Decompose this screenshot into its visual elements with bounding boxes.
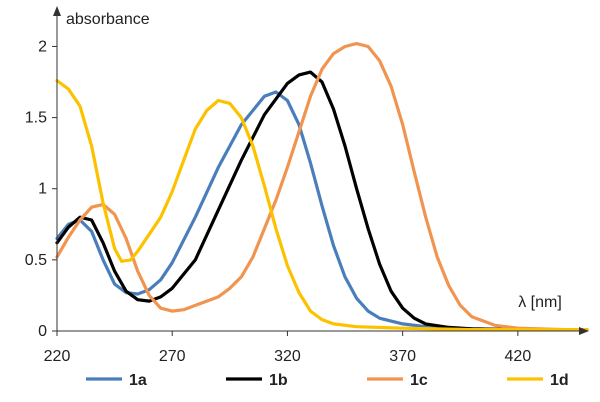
- x-tick-label: 220: [44, 348, 71, 365]
- x-axis-arrow: [579, 327, 589, 335]
- series-line-1d: [55, 79, 589, 332]
- x-tick-label: 320: [274, 348, 301, 365]
- y-tick-label: 0: [38, 323, 47, 340]
- series-line-1c: [55, 42, 589, 332]
- y-tick-label: 2: [38, 38, 47, 55]
- legend-label-1b: 1b: [269, 372, 288, 389]
- legend-label-1a: 1a: [129, 372, 147, 389]
- y-axis-arrow: [53, 6, 61, 16]
- plot-area: 0 0.5 1 1.5 2 220 270 320 370 420: [25, 6, 589, 365]
- legend-label-1c: 1c: [410, 372, 428, 389]
- x-tick-label: 270: [159, 348, 186, 365]
- legend-label-1d: 1d: [550, 372, 569, 389]
- y-tick-label: 1: [38, 181, 47, 198]
- x-axis-title: λ [nm]: [518, 294, 562, 311]
- x-tick-label: 370: [389, 348, 416, 365]
- series-line-1a: [55, 90, 589, 332]
- legend: 1a 1b 1c 1d: [86, 372, 569, 389]
- series-line-1b: [55, 70, 589, 332]
- x-tick-label: 420: [505, 348, 532, 365]
- y-axis-title: absorbance: [66, 11, 150, 28]
- y-tick-label: 1.5: [25, 110, 47, 127]
- y-tick-label: 0.5: [25, 252, 47, 269]
